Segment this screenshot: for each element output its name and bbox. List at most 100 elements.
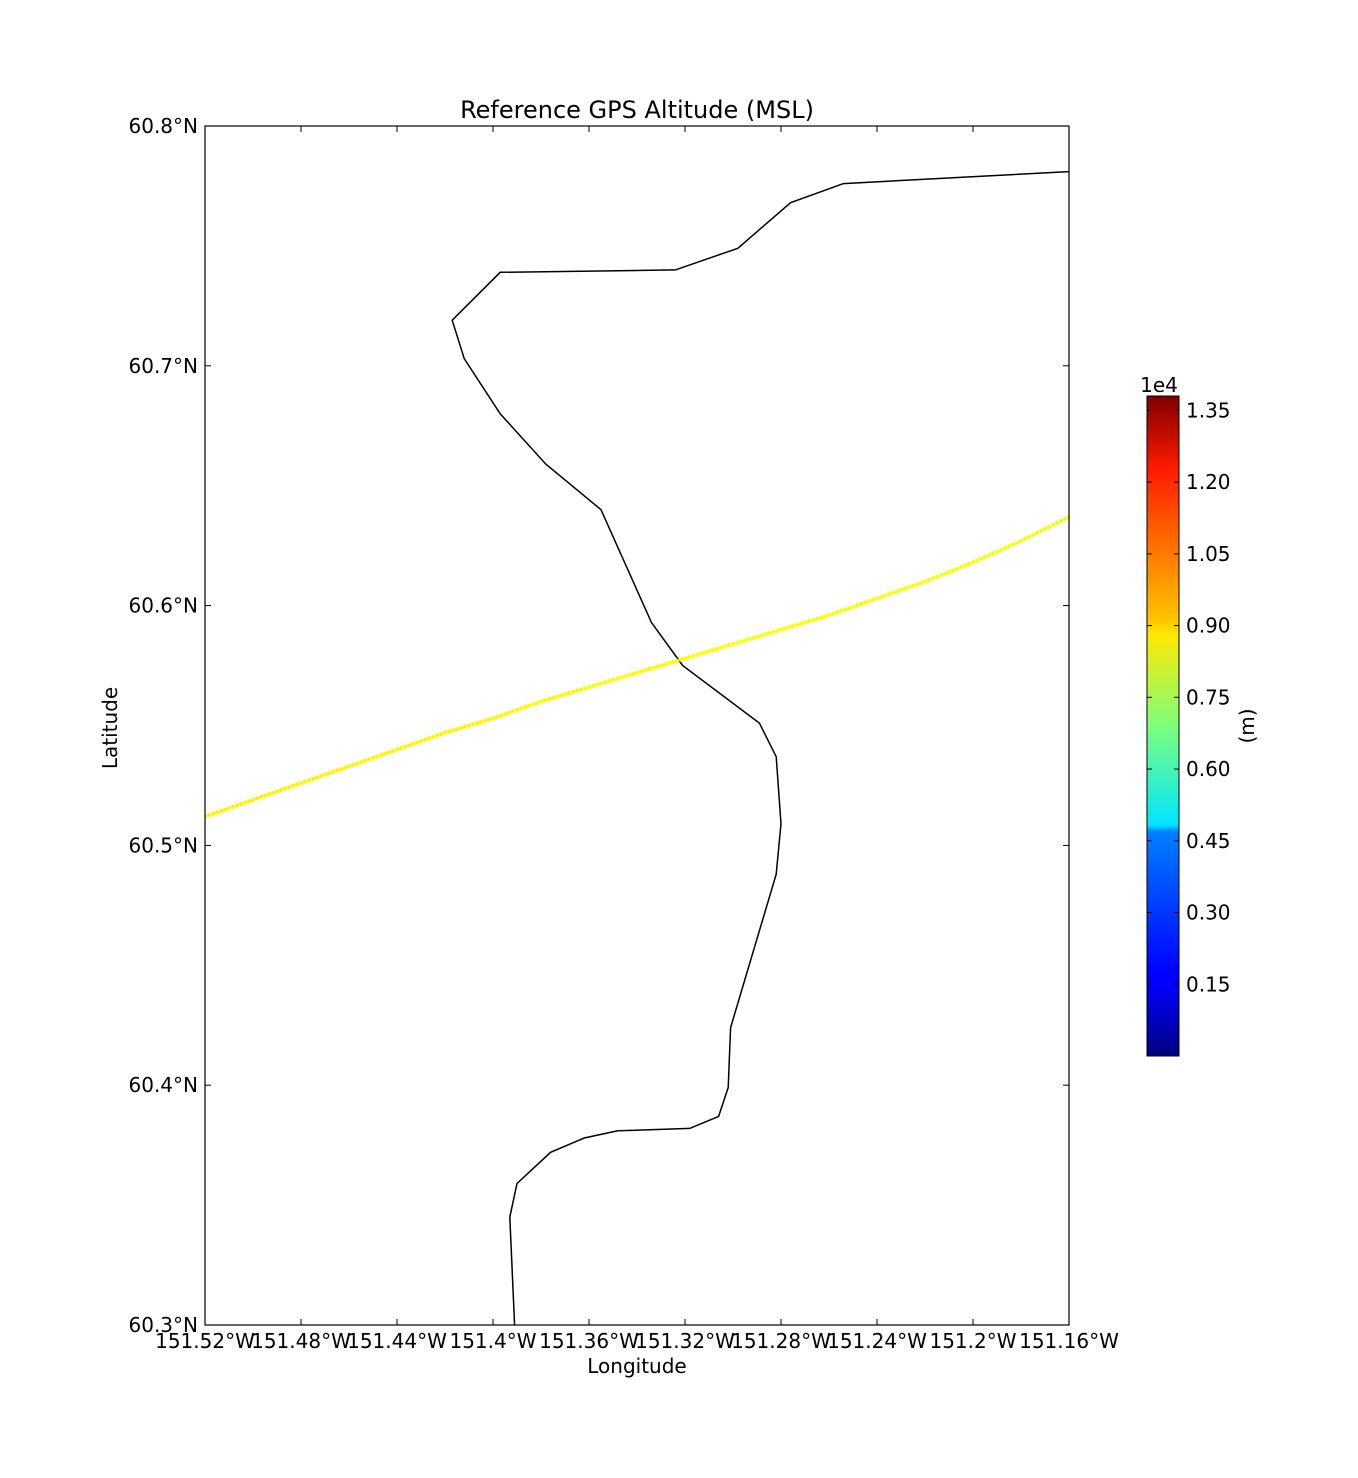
track-point (678, 657, 684, 662)
track-point (946, 569, 952, 575)
track-point (398, 746, 404, 751)
track-point (594, 682, 600, 687)
track-point (1002, 545, 1008, 551)
track-point (306, 778, 312, 783)
track-point (674, 658, 680, 663)
track-point (922, 579, 928, 584)
colorbar-tick-label: 0.15 (1186, 972, 1231, 996)
track-point (414, 740, 420, 745)
track-point (630, 671, 636, 677)
track-point (846, 606, 852, 611)
colorbar-tick-label: 1.20 (1186, 470, 1231, 494)
track-point (1026, 534, 1032, 540)
track-point (546, 697, 552, 702)
track-point (706, 649, 712, 654)
track-point (506, 710, 512, 715)
track-point (286, 785, 292, 790)
track-point (638, 669, 644, 674)
track-point (654, 664, 660, 669)
track-point (818, 615, 824, 620)
x-tick-label: 151.2°W (929, 1329, 1016, 1353)
track-point (550, 695, 556, 701)
track-point (642, 668, 648, 673)
track-point (994, 549, 1000, 554)
track-point (1054, 520, 1060, 526)
track-point (426, 736, 432, 741)
coastline (451, 170, 1069, 1325)
track-point (258, 794, 264, 800)
track-point (750, 635, 756, 641)
track-point (882, 593, 888, 598)
track-point (870, 597, 876, 602)
track-point (722, 644, 728, 649)
track-point (458, 725, 464, 731)
track-point (534, 700, 540, 706)
track-point (1058, 518, 1064, 524)
track-point (490, 716, 496, 721)
plot-frame (204, 125, 1070, 1326)
track-point (334, 768, 340, 773)
track-point (462, 724, 468, 729)
x-axis-label: Longitude (587, 1354, 686, 1378)
track-point (482, 718, 488, 723)
x-tick-label: 151.16°W (1019, 1329, 1119, 1353)
track-point (658, 663, 664, 668)
track-point (566, 691, 572, 696)
track-point (898, 587, 904, 593)
track-point (954, 566, 960, 571)
colorbar-tick-label: 1.05 (1186, 542, 1231, 566)
track-point (218, 808, 224, 814)
track-point (438, 732, 444, 737)
track-point (694, 652, 700, 657)
track-point (990, 551, 996, 556)
track-point (666, 661, 672, 666)
track-point (394, 747, 400, 752)
track-point (890, 590, 896, 595)
colorbar: 0.15 0.30 0.45 0.60 0.75 0.90 1.05 1.20 1.35 1e4… (1140, 373, 1259, 1057)
track-point (610, 677, 616, 683)
track-point (862, 600, 868, 605)
track-point (798, 621, 804, 626)
track-point (278, 787, 284, 793)
track-point (802, 620, 808, 625)
track-point (830, 611, 836, 616)
track-point (714, 646, 720, 651)
track-point (522, 705, 528, 710)
track-point (734, 640, 740, 645)
track-point (834, 610, 840, 615)
chart-title: Reference GPS Altitude (MSL) (460, 96, 814, 124)
track-point (370, 755, 376, 761)
track-point (434, 733, 440, 738)
track-point (822, 614, 828, 619)
track-point (662, 662, 668, 667)
track-point (1022, 536, 1028, 542)
colorbar-tick-label: 0.90 (1186, 614, 1231, 638)
track-point (250, 797, 256, 802)
track-point (362, 758, 368, 763)
track-point (762, 632, 768, 637)
track-point (498, 713, 504, 718)
track-point (838, 608, 844, 614)
track-point (262, 793, 268, 798)
track-point (782, 626, 788, 631)
x-tick-label: 151.4°W (449, 1329, 536, 1353)
track-point (622, 674, 628, 679)
track-point (526, 703, 532, 708)
colorbar-tick-label: 0.30 (1186, 901, 1231, 925)
flight-track-layer (205, 514, 1069, 819)
plot-background (205, 126, 1069, 1325)
x-tick-label: 151.28°W (731, 1329, 831, 1353)
track-point (618, 675, 624, 680)
y-tick-label: 60.4°N (129, 1073, 199, 1097)
track-point (902, 586, 908, 591)
track-point (1046, 524, 1052, 530)
track-point (986, 553, 992, 558)
track-point (626, 673, 632, 678)
track-point (970, 560, 976, 565)
track-point (402, 744, 408, 749)
track-point (1010, 542, 1016, 547)
track-point (646, 667, 652, 672)
track-point (574, 688, 580, 693)
track-point (754, 634, 760, 639)
track-point (906, 585, 912, 590)
